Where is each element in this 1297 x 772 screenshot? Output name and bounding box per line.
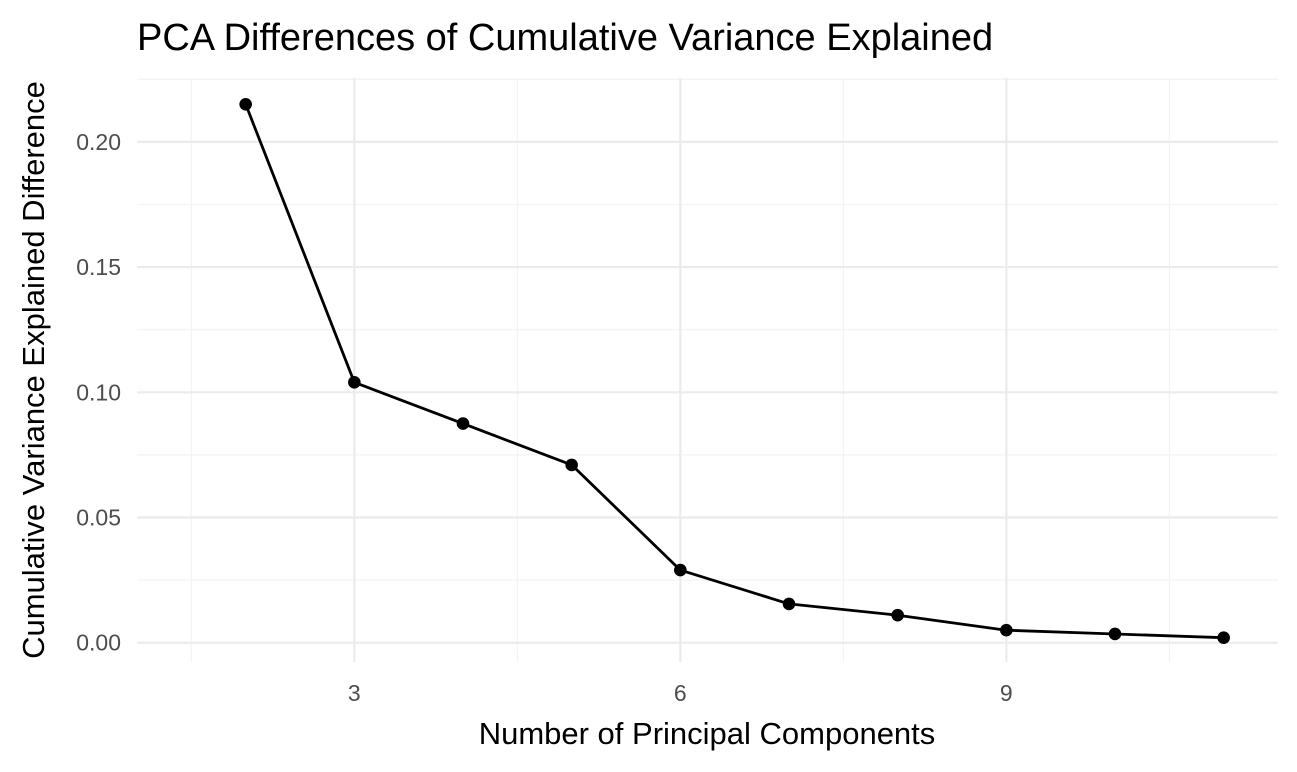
y-tick-label: 0.15 [76,254,121,280]
chart-title: PCA Differences of Cumulative Variance E… [137,17,993,59]
y-tick-label: 0.10 [76,379,121,405]
y-tick-label: 0.00 [76,630,121,656]
series-group [244,103,1224,640]
series-line [244,103,1224,640]
data-point [674,563,687,577]
data-point [1000,623,1013,637]
y-axis-title: Cumulative Variance Explained Difference [16,81,51,659]
minor-gridlines [137,78,1278,662]
data-point [782,597,796,611]
major-gridlines [137,78,1278,662]
data-point [1217,631,1230,645]
data-point [565,458,578,472]
x-tick-labels: 3 6 9 [348,680,1013,706]
data-point [348,375,361,389]
data-point [1108,627,1122,641]
x-tick-label: 6 [674,680,687,706]
x-tick-label: 9 [1000,680,1013,706]
data-point [239,97,252,111]
x-tick-label: 3 [348,680,361,706]
y-tick-labels: 0.00 0.05 0.10 0.15 0.20 [76,129,121,656]
data-point [456,417,470,430]
x-axis-title: Number of Principal Components [479,716,936,751]
y-tick-label: 0.05 [76,505,121,531]
y-tick-label: 0.20 [76,129,121,155]
data-point [891,608,904,622]
points-group [239,97,1230,645]
